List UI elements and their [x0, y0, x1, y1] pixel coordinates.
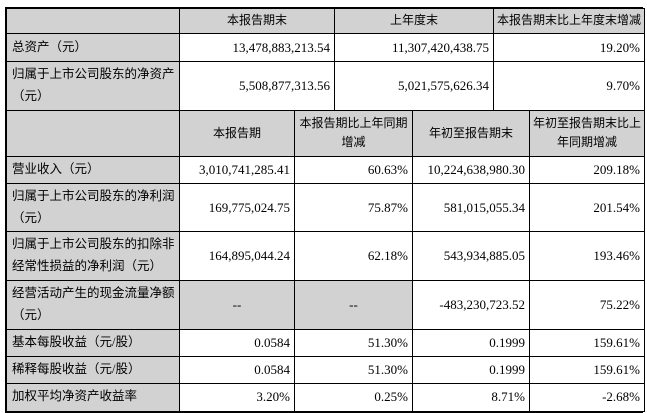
value-cell: 11,307,420,438.75 — [334, 33, 494, 62]
corner-cell — [6, 8, 180, 34]
value-cell: 8.71% — [412, 382, 530, 412]
row-label: 营业收入（元） — [6, 155, 180, 184]
value-cell: 201.54% — [529, 182, 645, 233]
table-row: 总资产（元） 13,478,883,213.54 11,307,420,438.75… — [6, 33, 645, 62]
value-cell: 164,895,044.24 — [179, 231, 295, 282]
reporting-period-summary-body: 本报告期 本报告期比上年同期增减 年初至报告期末 年初至报告期末比上年同期增减 营业收入… — [6, 109, 645, 412]
row-label: 总资产（元） — [6, 33, 180, 62]
value-cell: 3.20% — [179, 382, 295, 412]
value-cell: 0.0584 — [179, 328, 295, 357]
column-header: 本报告期 — [179, 109, 295, 157]
table-row: 归属于上市公司股东的净资产（元） 5,508,877,313.56 5,021,57… — [6, 61, 645, 111]
row-label: 归属于上市公司股东的净资产（元） — [6, 61, 180, 111]
value-cell: 159.61% — [529, 328, 645, 357]
value-cell: 0.25% — [294, 382, 413, 412]
value-cell: 9.70% — [493, 61, 645, 111]
table-row: 稀释每股收益（元/股） 0.0584 51.30% 0.1999 159.61% — [6, 355, 645, 384]
table-row: 归属于上市公司股东的净利润（元） 169,775,024.75 75.87% 581,… — [6, 182, 645, 233]
table-row: 加权平均净资产收益率 3.20% 0.25% 8.71% -2.68% — [6, 382, 645, 412]
value-cell: 5,508,877,313.56 — [179, 61, 335, 111]
empty-value-cell: -- — [294, 280, 413, 330]
column-header: 上年度末 — [334, 8, 494, 34]
value-cell: 19.20% — [493, 33, 645, 62]
reporting-period-summary-table: 本报告期 本报告期比上年同期增减 年初至报告期末 年初至报告期末比上年同期增减 营业收入… — [6, 109, 645, 412]
corner-cell — [6, 109, 180, 157]
column-header: 本报告期末比上年度末增减 — [493, 8, 645, 34]
value-cell: 51.30% — [294, 355, 413, 384]
value-cell: 10,224,638,980.30 — [412, 155, 530, 184]
value-cell: 193.46% — [529, 231, 645, 282]
table-row: 营业收入（元） 3,010,741,285.41 60.63% 10,224,638,… — [6, 155, 645, 184]
table-row: 归属于上市公司股东的扣除非经常性损益的净利润（元） 164,895,044.24 6… — [6, 231, 645, 282]
header-row: 本报告期 本报告期比上年同期增减 年初至报告期末 年初至报告期末比上年同期增减 — [6, 109, 645, 157]
value-cell: 75.22% — [529, 280, 645, 330]
value-cell: 169,775,024.75 — [179, 182, 295, 233]
row-label: 归属于上市公司股东的净利润（元） — [6, 182, 180, 233]
financial-summary-table: 本报告期末 上年度末 本报告期末比上年度末增减 总资产（元） 13,478,883,21… — [5, 7, 645, 413]
column-header: 本报告期比上年同期增减 — [294, 109, 413, 157]
value-cell: 3,010,741,285.41 — [179, 155, 295, 184]
value-cell: 159.61% — [529, 355, 645, 384]
value-cell: 60.63% — [294, 155, 413, 184]
value-cell: 0.0584 — [179, 355, 295, 384]
value-cell: 75.87% — [294, 182, 413, 233]
period-end-summary-body: 本报告期末 上年度末 本报告期末比上年度末增减 总资产（元） 13,478,883,21… — [6, 8, 645, 111]
header-row: 本报告期末 上年度末 本报告期末比上年度末增减 — [6, 8, 645, 34]
value-cell: 62.18% — [294, 231, 413, 282]
value-cell: 543,934,885.05 — [412, 231, 530, 282]
row-label: 稀释每股收益（元/股） — [6, 355, 180, 384]
value-cell: 5,021,575,626.34 — [334, 61, 494, 111]
column-header: 本报告期末 — [179, 8, 335, 34]
value-cell: -483,230,723.52 — [412, 280, 530, 330]
empty-value-cell: -- — [179, 280, 295, 330]
column-header: 年初至报告期末比上年同期增减 — [529, 109, 645, 157]
column-header: 年初至报告期末 — [412, 109, 530, 157]
value-cell: -2.68% — [529, 382, 645, 412]
value-cell: 0.1999 — [412, 355, 530, 384]
row-label: 经营活动产生的现金流量净额（元） — [6, 280, 180, 330]
value-cell: 0.1999 — [412, 328, 530, 357]
table-row: 基本每股收益（元/股） 0.0584 51.30% 0.1999 159.61% — [6, 328, 645, 357]
value-cell: 209.18% — [529, 155, 645, 184]
row-label: 基本每股收益（元/股） — [6, 328, 180, 357]
value-cell: 581,015,055.34 — [412, 182, 530, 233]
value-cell: 51.30% — [294, 328, 413, 357]
value-cell: 13,478,883,213.54 — [179, 33, 335, 62]
table-row: 经营活动产生的现金流量净额（元） -- -- -483,230,723.52 75.22… — [6, 280, 645, 330]
row-label: 加权平均净资产收益率 — [6, 382, 180, 412]
row-label: 归属于上市公司股东的扣除非经常性损益的净利润（元） — [6, 231, 180, 282]
period-end-summary-table: 本报告期末 上年度末 本报告期末比上年度末增减 总资产（元） 13,478,883,21… — [6, 8, 645, 111]
